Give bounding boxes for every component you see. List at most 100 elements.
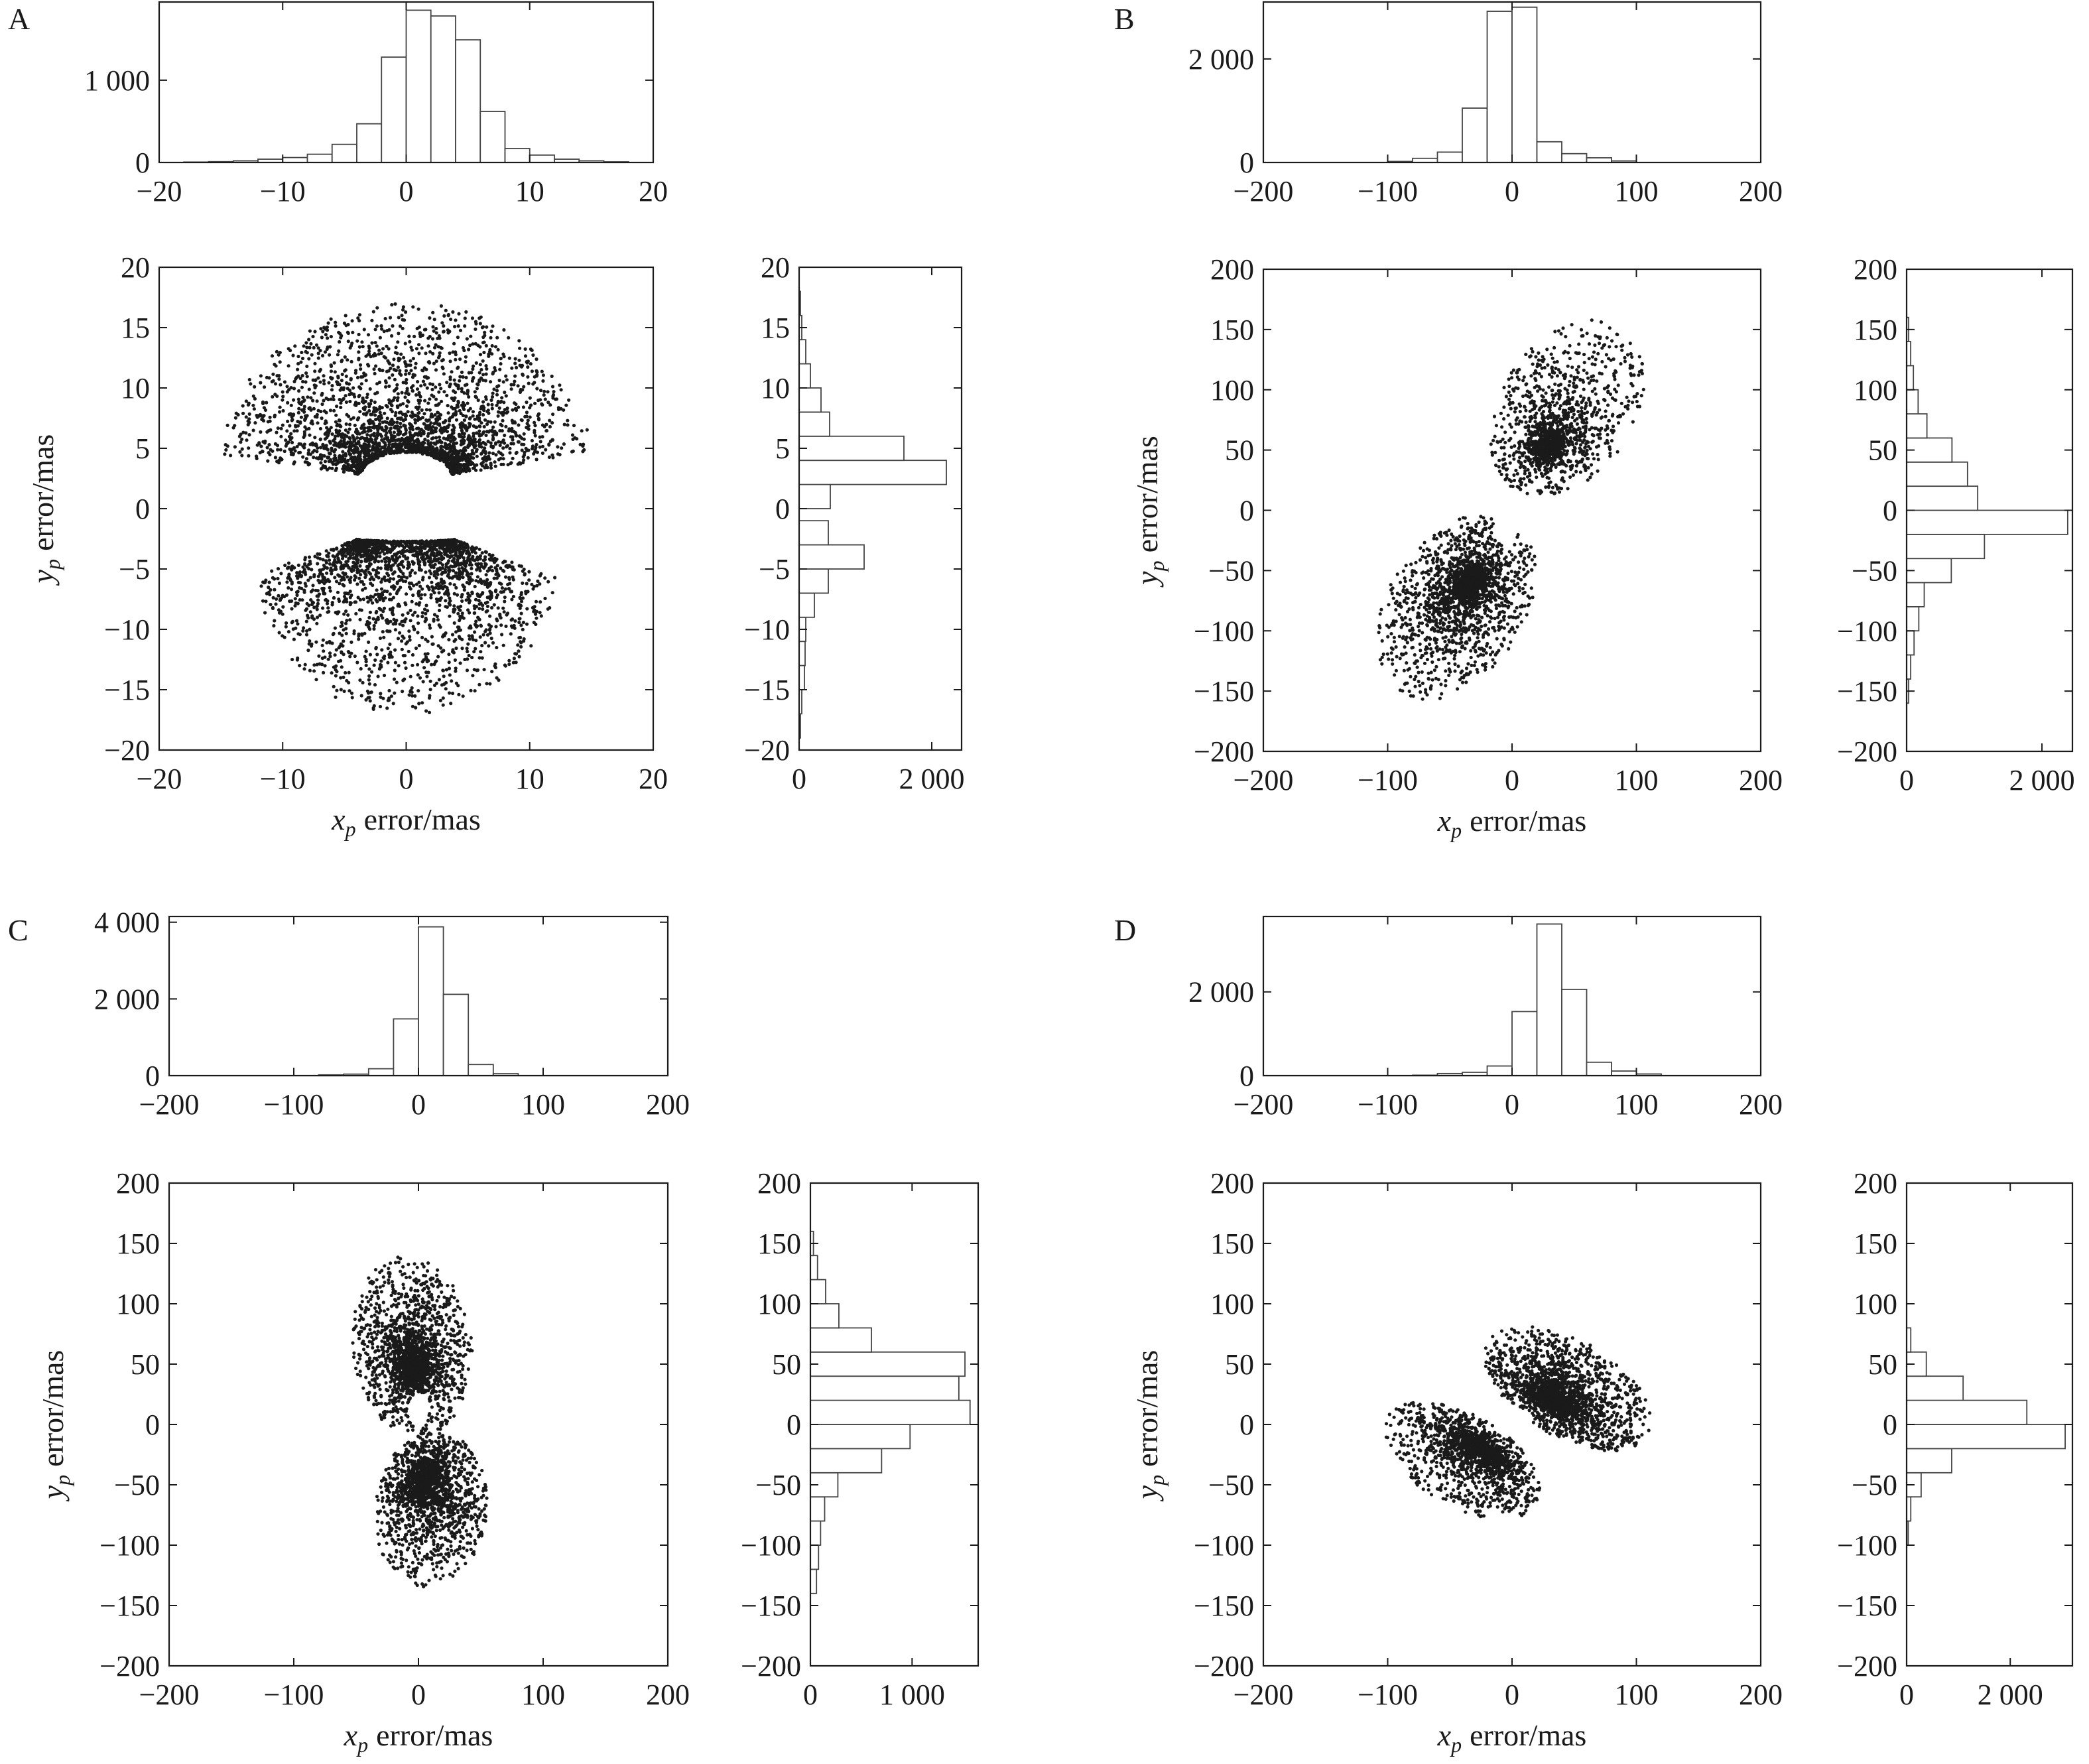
scatter-point [454, 630, 458, 634]
scatter-point [510, 366, 514, 370]
scatter-point [286, 630, 290, 634]
scatter-point [491, 568, 495, 573]
scatter-point [495, 393, 499, 397]
scatter-point [510, 625, 515, 629]
scatter-point [499, 440, 503, 444]
scatter-point [493, 442, 498, 446]
scatter-point [383, 379, 388, 383]
y-tick-label: 0 [135, 147, 150, 179]
scatter-point [411, 305, 415, 309]
scatter-point [414, 361, 418, 365]
x-hist-bar [381, 56, 407, 163]
scatter-point [429, 414, 434, 418]
scatter-point [436, 415, 440, 419]
scatter-point [337, 349, 341, 353]
scatter-point [440, 321, 444, 325]
scatter-point [403, 677, 407, 681]
scatter-point [508, 446, 512, 451]
scatter-point [270, 569, 274, 573]
scatter-point [377, 380, 382, 385]
scatter-point [517, 358, 521, 362]
scatter-point [478, 322, 482, 326]
scatter-point [491, 425, 495, 429]
scatter-point [293, 424, 298, 428]
scatter-point [380, 438, 384, 442]
scatter-point [481, 373, 485, 377]
scatter-point [423, 652, 427, 656]
scatter-point [304, 619, 308, 623]
scatter-point [299, 415, 303, 419]
scatter-point [316, 351, 320, 355]
scatter-point [513, 379, 517, 383]
scatter-point [501, 606, 505, 610]
scatter-point [511, 568, 515, 572]
scatter-point [535, 369, 538, 373]
scatter-point [441, 358, 445, 362]
scatter-point [431, 325, 435, 329]
scatter-point [411, 384, 415, 388]
scatter-point [510, 617, 515, 621]
scatter-point [412, 334, 416, 338]
scatter-point [315, 450, 319, 454]
scatter-point [304, 457, 308, 461]
scatter-point [294, 626, 298, 630]
scatter-point [413, 694, 417, 698]
scatter-point [481, 412, 485, 417]
scatter-point [279, 434, 283, 438]
scatter-point [540, 444, 545, 448]
scatter-point [475, 454, 479, 458]
scatter-point [450, 414, 454, 419]
x-hist-bar [405, 9, 432, 163]
scatter-point [342, 444, 346, 448]
scatter-point [335, 688, 339, 692]
scatter-point [483, 418, 487, 422]
scatter-point [349, 651, 353, 655]
scatter-point [285, 385, 289, 389]
scatter-point [392, 677, 397, 681]
scatter-point [299, 360, 303, 364]
scatter-point [365, 619, 369, 624]
scatter-point [404, 557, 408, 561]
scatter-point [508, 451, 512, 455]
scatter-point [321, 558, 325, 562]
scatter-point [334, 324, 338, 328]
scatter-point [262, 581, 266, 585]
scatter-point [452, 444, 456, 448]
scatter-point [373, 683, 377, 687]
scatter-point [493, 464, 497, 468]
scatter-point [424, 539, 428, 543]
scatter-point [310, 602, 314, 607]
x-hist-bar [430, 15, 456, 163]
scatter-point [449, 448, 453, 452]
scatter-point [550, 591, 554, 595]
scatter-point [418, 584, 422, 588]
scatter-point [388, 316, 393, 320]
scatter-point [244, 431, 248, 435]
scatter-point [290, 440, 294, 445]
scatter-point [425, 674, 429, 678]
scatter-point [376, 430, 380, 434]
scatter-point [365, 453, 369, 458]
scatter-point [525, 607, 529, 611]
scatter-point [292, 387, 296, 391]
scatter-point [466, 558, 470, 562]
scatter-point [328, 589, 332, 593]
scatter-point [446, 574, 450, 578]
scatter-point [381, 630, 385, 634]
scatter-point [426, 609, 430, 613]
scatter-point [489, 420, 493, 424]
scatter-point [427, 710, 432, 714]
scatter-point [523, 354, 528, 358]
scatter-point [396, 416, 400, 420]
scatter-point [396, 392, 400, 396]
scatter-point [349, 456, 353, 461]
y-tick-label: −15 [104, 674, 150, 706]
scatter-point [489, 380, 493, 384]
scatter-point [370, 670, 374, 674]
scatter-point [223, 443, 227, 447]
scatter-point [347, 382, 351, 386]
scatter-point [314, 640, 318, 644]
scatter-point [369, 421, 373, 425]
scatter-point [543, 596, 547, 601]
scatter-point [525, 582, 529, 586]
